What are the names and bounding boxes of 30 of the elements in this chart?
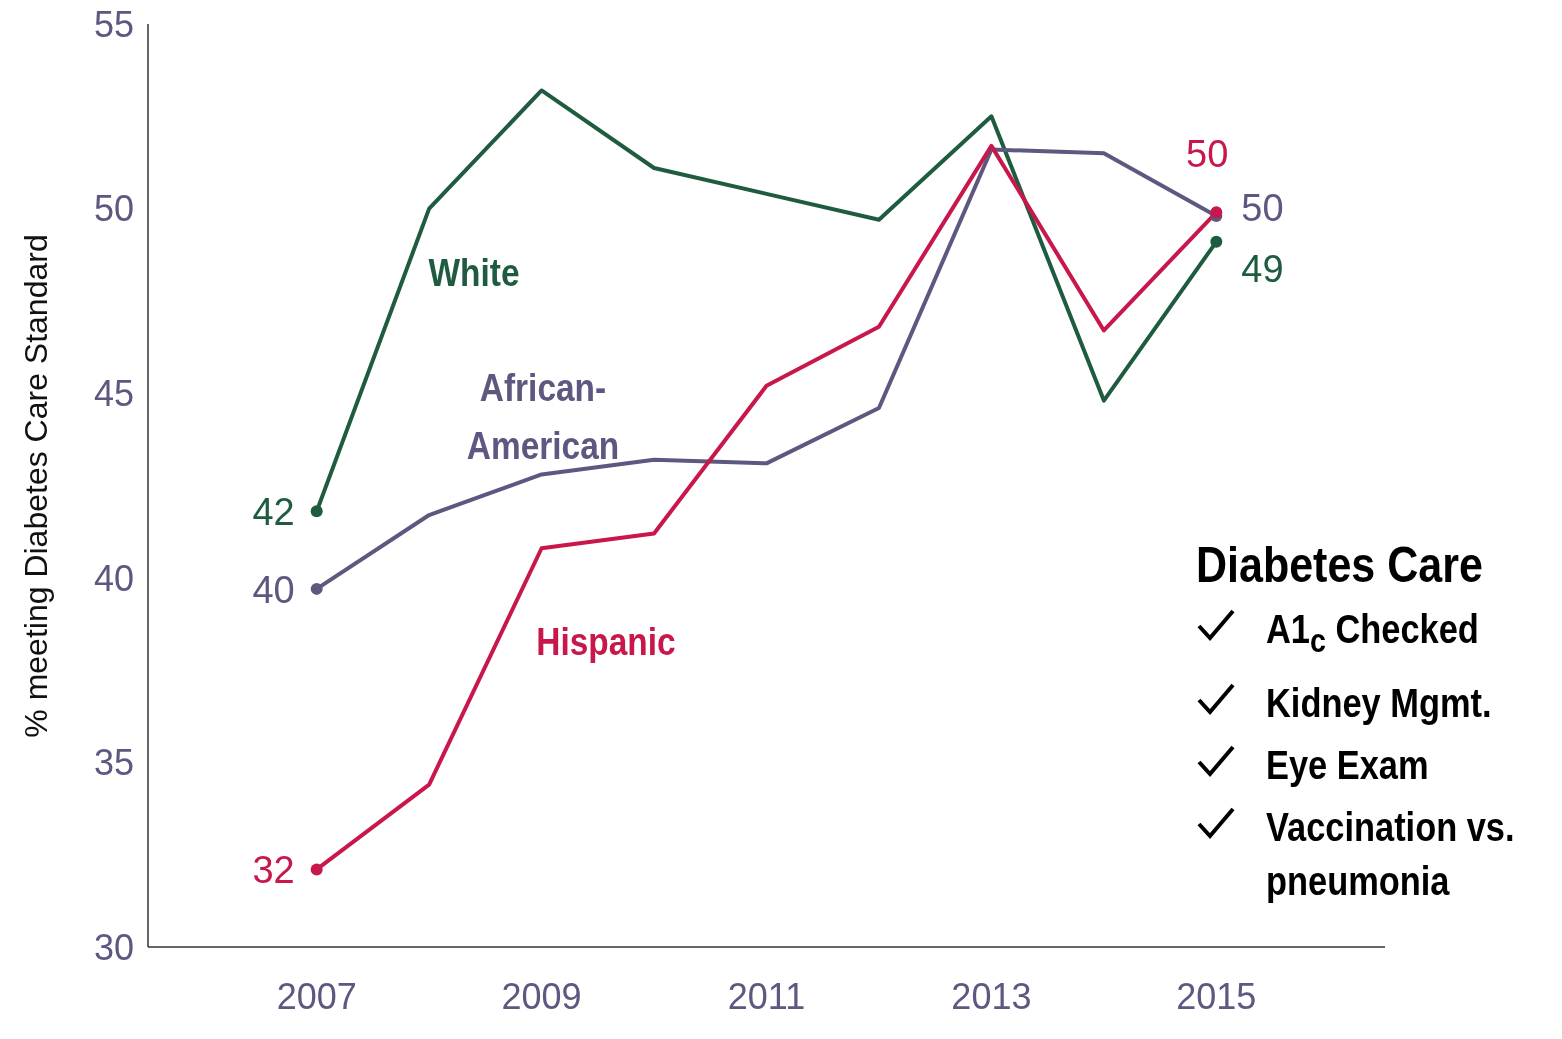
y-tick-label: 45 [93, 372, 134, 414]
annotation: Vaccination vs. pneumonia [1266, 804, 1516, 905]
series-label: Hispanic [535, 620, 677, 665]
point [310, 505, 323, 518]
y-tick-label: 35 [93, 742, 134, 784]
data-label: 50 [1241, 186, 1284, 229]
x-tick-label: 2007 [276, 975, 357, 1017]
y-tick-label: 30 [93, 926, 134, 968]
data-label: 40 [252, 568, 295, 611]
series-label: African-American [465, 366, 621, 469]
data-label: 50 [1186, 133, 1229, 176]
annotation: Kidney Mgmt. [1266, 680, 1493, 727]
point [310, 863, 323, 876]
point [310, 582, 323, 595]
x-tick-label: 2013 [951, 975, 1032, 1017]
data-label: 49 [1241, 247, 1284, 290]
series-label: White [427, 251, 521, 296]
x-tick-label: 2009 [501, 975, 582, 1017]
point [1210, 235, 1223, 248]
y-axis-title: % meeting Diabetes Care Standard [17, 233, 55, 738]
data-label: 32 [252, 849, 295, 892]
y-tick-label: 55 [93, 3, 134, 45]
annotation: Eye Exam [1266, 742, 1430, 789]
annotation: Diabetes Care [1196, 536, 1484, 594]
annotation: A1$_{c}$ Checked [1266, 606, 1480, 661]
y-tick-label: 50 [93, 188, 134, 230]
y-tick-label: 40 [93, 557, 134, 599]
x-tick-label: 2015 [1176, 975, 1257, 1017]
data-label: 42 [252, 491, 295, 534]
x-tick-label: 2011 [727, 975, 806, 1017]
